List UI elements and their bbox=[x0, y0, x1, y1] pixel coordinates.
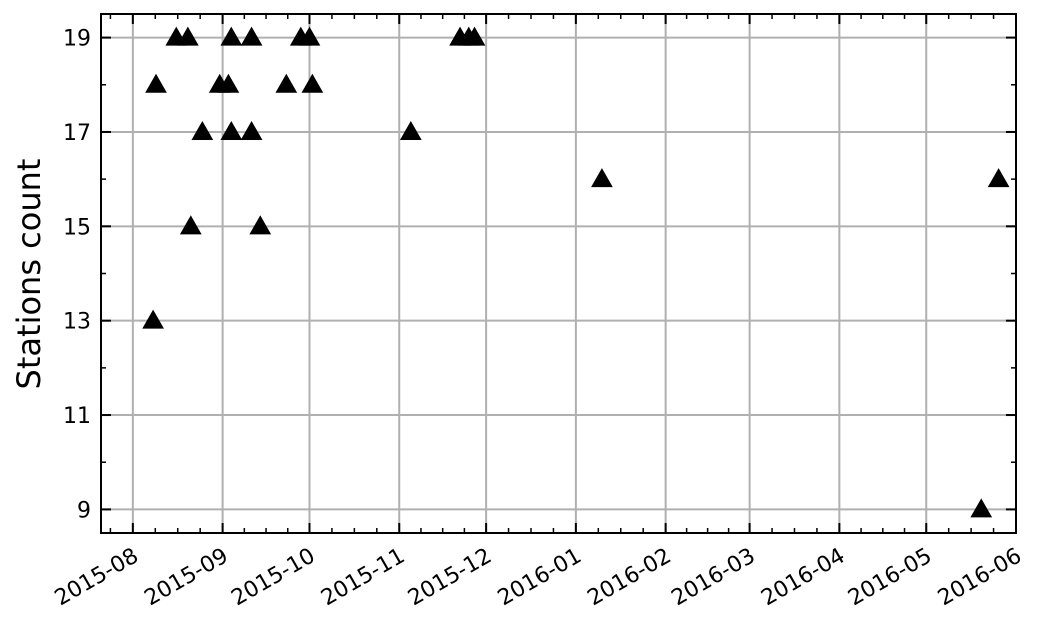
x-tick-label: 2016-04 bbox=[757, 544, 849, 612]
data-point-triangle bbox=[217, 73, 240, 93]
x-tick-label: 2016-03 bbox=[668, 544, 760, 612]
data-point-triangle bbox=[275, 73, 298, 93]
data-points bbox=[142, 26, 1010, 518]
data-point-triangle bbox=[249, 215, 272, 235]
data-point-triangle bbox=[240, 120, 263, 140]
data-point-triangle bbox=[987, 168, 1010, 188]
y-tick-label: 13 bbox=[63, 310, 91, 335]
x-tick-label: 2015-09 bbox=[141, 544, 233, 612]
y-tick-label: 19 bbox=[63, 27, 91, 52]
data-point-triangle bbox=[191, 120, 214, 140]
data-point-triangle bbox=[220, 120, 243, 140]
data-point-triangle bbox=[301, 73, 324, 93]
data-point-triangle bbox=[145, 73, 167, 93]
y-tick-label: 11 bbox=[63, 404, 91, 429]
x-tick-labels: 2015-082015-092015-102015-112015-122016-… bbox=[51, 544, 1026, 612]
data-point-triangle bbox=[463, 26, 486, 46]
data-point-triangle bbox=[240, 26, 263, 46]
x-tick-label: 2015-10 bbox=[227, 544, 319, 612]
y-tick-label: 9 bbox=[77, 498, 91, 523]
data-point-triangle bbox=[177, 26, 199, 46]
x-tick-label: 2015-08 bbox=[51, 544, 143, 612]
x-tick-label: 2016-06 bbox=[934, 544, 1026, 612]
x-tick-label: 2015-11 bbox=[317, 544, 409, 612]
data-point-triangle bbox=[220, 26, 243, 46]
data-point-triangle bbox=[399, 120, 422, 140]
data-point-triangle bbox=[298, 26, 321, 46]
data-point-triangle bbox=[179, 215, 202, 235]
y-tick-label: 15 bbox=[63, 215, 91, 240]
x-tick-label: 2016-01 bbox=[494, 544, 586, 612]
x-tick-label: 2015-12 bbox=[404, 544, 496, 612]
x-tick-label: 2016-02 bbox=[584, 544, 676, 612]
data-point-triangle bbox=[591, 168, 613, 188]
data-point-triangle bbox=[142, 309, 164, 329]
y-tick-labels: 9 11 13 15 17 19 bbox=[63, 27, 91, 524]
y-axis-title: Stations count bbox=[10, 159, 48, 390]
axis-ticks bbox=[101, 14, 1017, 533]
y-tick-label: 17 bbox=[63, 121, 91, 146]
data-point-triangle bbox=[970, 498, 993, 518]
x-tick-label: 2016-05 bbox=[844, 544, 936, 612]
